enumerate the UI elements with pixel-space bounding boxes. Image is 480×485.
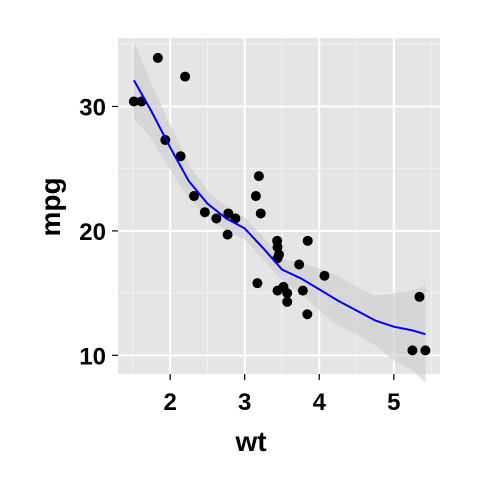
data-point — [128, 96, 139, 107]
data-point — [175, 151, 186, 162]
data-point — [319, 270, 330, 281]
y-tick-label: 20 — [79, 219, 106, 246]
smooth-line — [133, 79, 426, 336]
data-point — [199, 207, 210, 218]
data-point — [420, 345, 431, 356]
x-axis-ticks: 2 3 4 5 — [163, 374, 400, 416]
x-tick-label: 2 — [163, 389, 176, 416]
y-axis-ticks: 10 20 30 — [79, 94, 118, 370]
data-point — [250, 191, 261, 202]
data-point — [302, 309, 313, 320]
data-point — [302, 235, 313, 246]
data-point — [414, 291, 425, 302]
data-point — [294, 259, 305, 270]
data-point — [255, 208, 266, 219]
data-point — [223, 208, 234, 219]
data-point — [282, 288, 293, 299]
x-tick-label: 5 — [387, 389, 400, 416]
data-point — [180, 71, 191, 82]
x-axis-label: wt — [234, 426, 266, 457]
confidence-band — [133, 41, 426, 383]
y-tick-label: 30 — [79, 94, 106, 121]
data-point — [222, 229, 233, 240]
data-point — [253, 171, 264, 182]
data-point — [282, 296, 293, 307]
y-axis-label: mpg — [35, 177, 66, 236]
data-point — [272, 242, 283, 253]
data-point — [274, 249, 284, 260]
x-tick-label: 3 — [238, 389, 251, 416]
data-point — [189, 191, 200, 202]
data-point — [211, 213, 222, 224]
y-tick-label: 10 — [79, 343, 106, 370]
data-point — [407, 345, 418, 356]
data-point — [297, 285, 308, 296]
data-point — [152, 52, 163, 63]
x-tick-label: 4 — [313, 389, 327, 416]
data-point — [252, 278, 263, 289]
